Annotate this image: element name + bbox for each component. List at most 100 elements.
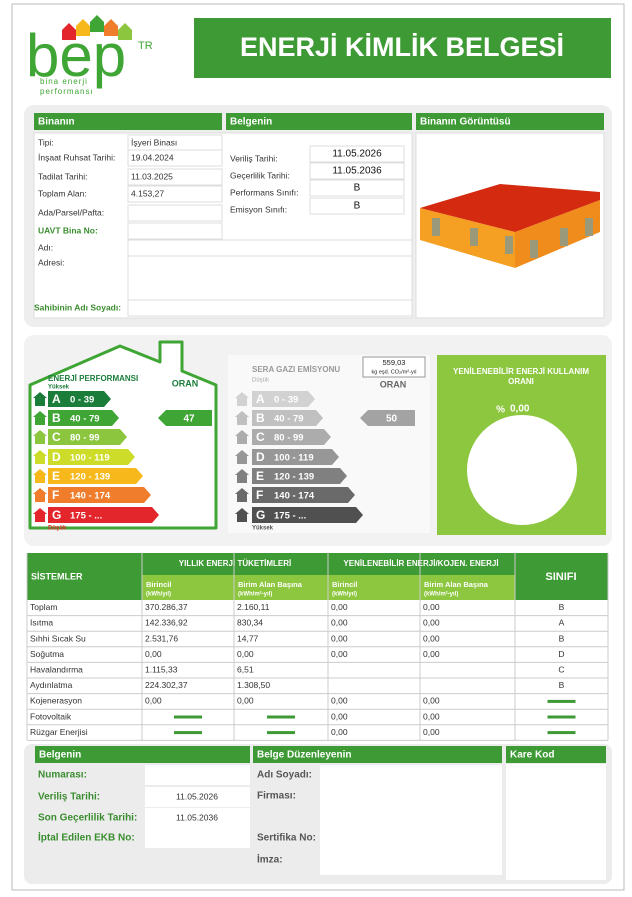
class-range: 80 - 99 [274, 433, 304, 444]
class-bar [252, 468, 347, 484]
building-roof [420, 184, 600, 232]
field-label: İnşaat Ruhsat Tarihi: [38, 152, 115, 162]
field-value: 4.153,27 [131, 188, 164, 198]
class-range: 140 - 174 [70, 491, 111, 502]
ratio-label: ORAN [380, 379, 407, 389]
scale-note: Düşük [252, 378, 270, 384]
ghg-value: 559,03 [383, 358, 406, 367]
ratio-value: 50 [386, 414, 398, 425]
column-label: Birim Alan Başına [424, 580, 489, 589]
window [470, 228, 478, 246]
value-cell [145, 808, 250, 828]
cell: 0,00 [237, 649, 254, 659]
logo-house [62, 23, 76, 40]
value-cell [145, 787, 250, 807]
field-value: İşyeri Binası [131, 137, 177, 147]
logo-house [76, 19, 90, 36]
cell: 0,00 [237, 696, 254, 706]
column-unit: (kWh/yıl) [146, 592, 171, 598]
cell: 0,00 [331, 711, 348, 721]
cell: 2.160,11 [237, 602, 270, 612]
class-icon [33, 469, 47, 483]
value-cell [320, 765, 502, 875]
field-label: Performans Sınıfı: [230, 187, 299, 197]
class-icon [33, 411, 47, 425]
class-bar [48, 449, 135, 465]
class-bar [252, 449, 339, 465]
class-letter: F [256, 488, 263, 502]
table-header-text: SİSTEMLER [31, 571, 83, 581]
class-icon [235, 430, 249, 444]
field-value: 19.04.2024 [131, 152, 174, 162]
class-icon [235, 450, 249, 464]
value-cell [127, 149, 223, 167]
class-range: 120 - 139 [274, 472, 314, 483]
field-label: Sertifika No: [257, 833, 316, 844]
field-value: 11.05.2026 [332, 149, 382, 160]
scale-title: SERA GAZI EMİSYONU [252, 365, 340, 374]
value-cell [127, 222, 223, 240]
class-range: 80 - 99 [70, 433, 100, 444]
section-title: Binanın Görüntüsü [420, 117, 511, 128]
class-letter: E [256, 469, 264, 483]
field-value: B [354, 183, 361, 194]
section-title: Belge Düzenleyenin [257, 750, 351, 761]
value-cell [309, 162, 405, 180]
row-name: Isıtma [30, 618, 53, 628]
class-letter: F [52, 488, 59, 502]
section-header [35, 746, 250, 763]
class-range: 120 - 139 [70, 472, 110, 483]
value-cell [127, 204, 223, 222]
class-letter: B [52, 411, 61, 425]
cell: 0,00 [331, 633, 348, 643]
empty-bar [547, 715, 576, 719]
logo-house [104, 19, 118, 36]
logo-tagline: bina enerji [40, 77, 88, 86]
section-header [506, 746, 606, 763]
class-range: 40 - 79 [274, 414, 304, 425]
class-icon [33, 430, 47, 444]
cell: 14,77 [237, 633, 259, 643]
field-label: Veriliş Tarihi: [38, 792, 100, 803]
table-header [515, 553, 608, 600]
cell: 0,00 [331, 649, 348, 659]
row-name: Fotovoltaik [30, 711, 72, 721]
scale-title: ENERJİ PERFORMANSI [48, 374, 138, 383]
row-name: Kojenerasyon [30, 696, 82, 706]
section-header [416, 113, 604, 130]
class-bar [252, 429, 331, 445]
class-range: 175 - ... [274, 511, 306, 522]
field-value: B [354, 201, 361, 212]
column-label: Birincil [332, 580, 357, 589]
field-label: Tadilat Tarihi: [38, 171, 87, 181]
field-label: Toplam Alan: [38, 188, 87, 198]
field-label: İmza: [257, 853, 283, 866]
empty-bar [267, 731, 295, 735]
field-label: Adı: [38, 242, 53, 252]
cell: 2.531,76 [145, 633, 178, 643]
class-letter: A [52, 392, 61, 406]
field-value: 11.03.2025 [131, 171, 173, 181]
qr-box [506, 764, 606, 880]
logo-house [118, 23, 132, 40]
logo-house [90, 15, 104, 32]
page-title: ENERJİ KİMLİK BELGESİ [240, 32, 564, 62]
field-label: Son Geçerlilik Tarihi: [38, 813, 137, 824]
class-icon [33, 508, 47, 522]
scale-note: Düşük [48, 526, 67, 532]
cell: 0,00 [145, 649, 162, 659]
cell: 1.308,50 [237, 680, 270, 690]
column-unit: (kWh/m²-yıl) [238, 591, 272, 598]
ratio-value: 47 [183, 414, 195, 425]
empty-bar [174, 715, 202, 719]
field-label: Adı Soyadı: [257, 770, 312, 781]
row-name: Rüzgar Enerjisi [30, 727, 88, 737]
renewable-dial [467, 415, 577, 525]
field-label: Geçerlilik Tarihi: [230, 170, 290, 180]
section-title: Kare Kod [510, 750, 554, 761]
class-icon [33, 392, 47, 406]
class-icon [33, 450, 47, 464]
scale-note: Yüksek [48, 385, 70, 391]
class-letter: B [256, 411, 265, 425]
